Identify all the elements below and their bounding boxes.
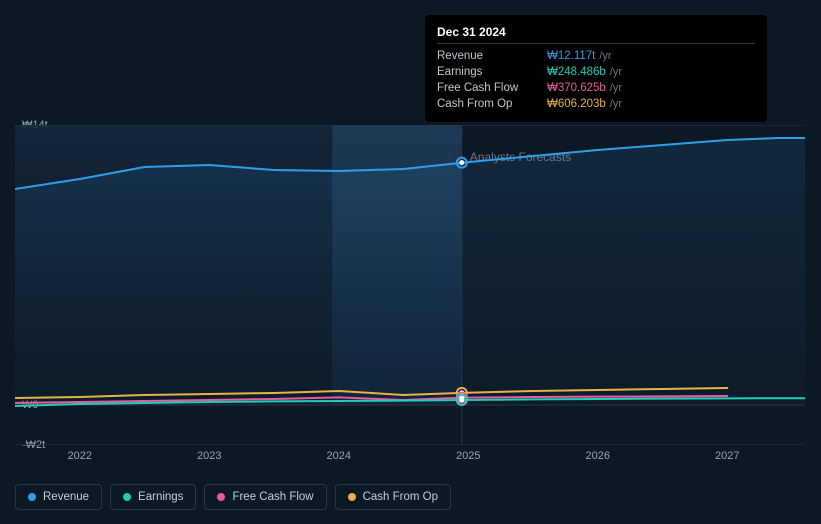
x-axis-label: 2022 [68,450,92,462]
tooltip-row-unit: /yr [610,66,622,78]
legend-label: Free Cash Flow [232,491,313,503]
tooltip-row: Free Cash Flow₩370.625b/yr [437,80,755,96]
tooltip-row-label: Free Cash Flow [437,82,547,94]
x-axis: 2022 2023 2024 2025 2026 2027 [15,450,805,470]
legend-item-free-cash-flow[interactable]: Free Cash Flow [204,484,326,510]
legend-label: Revenue [43,491,89,503]
tooltip-row-label: Revenue [437,50,547,62]
tooltip-date: Dec 31 2024 [437,25,755,44]
tooltip-row: Cash From Op₩606.203b/yr [437,96,755,112]
x-axis-label: 2025 [456,450,480,462]
tooltip-row-value: ₩12.117t [547,50,595,62]
legend-item-revenue[interactable]: Revenue [15,484,102,510]
data-tooltip: Dec 31 2024 Revenue₩12.117t/yrEarnings₩2… [425,15,767,122]
tooltip-row-label: Cash From Op [437,98,547,110]
legend-dot-icon [28,493,36,501]
legend-dot-icon [123,493,131,501]
x-axis-label: 2023 [197,450,221,462]
legend-label: Cash From Op [363,491,438,503]
financials-chart[interactable] [15,125,805,445]
tooltip-row-unit: /yr [610,98,622,110]
tooltip-row-unit: /yr [599,50,611,62]
legend-dot-icon [348,493,356,501]
tooltip-row: Revenue₩12.117t/yr [437,48,755,64]
tooltip-row-label: Earnings [437,66,547,78]
tooltip-row-value: ₩248.486b [547,66,606,78]
x-axis-label: 2024 [327,450,351,462]
x-axis-label: 2027 [715,450,739,462]
tooltip-row: Earnings₩248.486b/yr [437,64,755,80]
tooltip-row-value: ₩370.625b [547,82,606,94]
legend-item-cash-from-op[interactable]: Cash From Op [335,484,451,510]
legend-label: Earnings [138,491,183,503]
tooltip-row-value: ₩606.203b [547,98,606,110]
legend-item-earnings[interactable]: Earnings [110,484,196,510]
legend-dot-icon [217,493,225,501]
tooltip-row-unit: /yr [610,82,622,94]
chart-legend: Revenue Earnings Free Cash Flow Cash From O… [15,484,451,510]
x-axis-label: 2026 [586,450,610,462]
